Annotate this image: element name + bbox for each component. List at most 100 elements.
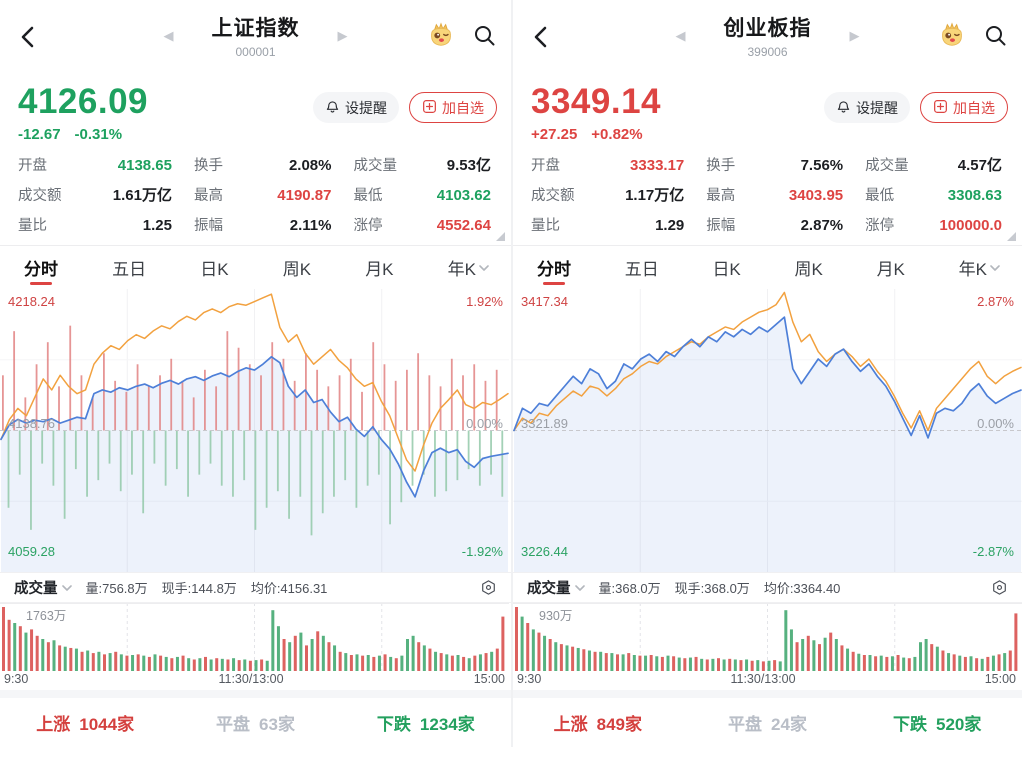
divider: [513, 245, 1022, 246]
stat-open: 开盘 3333.17: [531, 157, 685, 174]
stat-amplitude: 振幅 2.11%: [194, 217, 332, 234]
chart-bottom-pct-label: -2.87%: [972, 544, 1014, 559]
market-breadth-bar: 上涨 1044家 平盘 63家 下跌 1234家: [0, 698, 511, 747]
add-watchlist-button[interactable]: 加自选: [409, 92, 497, 123]
decliners-count: 下跌 1234家: [376, 715, 475, 734]
axis-close-label: 15:00: [473, 672, 505, 686]
tab-minute[interactable]: 分时: [24, 246, 58, 289]
chevron-down-icon: [479, 264, 489, 271]
advancers-count: 上涨 1044家: [36, 715, 135, 734]
tab-minute[interactable]: 分时: [537, 246, 571, 289]
tab-weekly-k[interactable]: 周K: [282, 260, 312, 279]
decliners-count: 下跌 520家: [892, 715, 982, 734]
volume-info-bar: 成交量 量:368.0万 现手:368.0万 均价:3364.40: [513, 572, 1022, 603]
search-icon[interactable]: [472, 23, 497, 48]
set-alert-button[interactable]: 设提醒: [824, 92, 910, 123]
expand-stats-icon[interactable]: [496, 232, 505, 241]
chevron-down-icon: [61, 584, 72, 591]
set-alert-button[interactable]: 设提醒: [313, 92, 399, 123]
add-watchlist-button[interactable]: 加自选: [920, 92, 1008, 123]
settings-icon[interactable]: [480, 579, 497, 596]
intraday-chart[interactable]: 4218.24 1.92% 4138.76 0.00% 4059.28 -1.9…: [0, 289, 511, 572]
tab-yearly-k[interactable]: 年K: [448, 246, 489, 289]
stat-turnover-rate: 换手 7.56%: [706, 157, 844, 174]
stat-high: 最高 4190.87: [194, 187, 332, 204]
stat-open: 开盘 4138.65: [18, 157, 172, 174]
index-title: 创业板指: [723, 17, 812, 40]
intraday-chart[interactable]: 3417.34 2.87% 3321.89 0.00% 3226.44 -2.8…: [513, 289, 1022, 572]
tab-five-day[interactable]: 五日: [112, 260, 147, 279]
add-watchlist-label: 加自选: [442, 99, 484, 116]
market-breadth-bar: 上涨 849家 平盘 24家 下跌 520家: [513, 698, 1022, 747]
settings-icon[interactable]: [991, 579, 1008, 596]
back-icon[interactable]: [529, 24, 555, 50]
axis-open-label: 9:30: [4, 672, 29, 686]
stats-grid: 开盘 4138.65 换手 2.08% 成交量 9.53亿 成交额 1.61万亿 最高 4…: [0, 150, 511, 245]
volume-label: 量:756.8万: [85, 581, 148, 596]
stats-grid: 开盘 3333.17 换手 7.56% 成交量 4.57亿 成交额 1.17万亿 最高 3…: [513, 150, 1022, 245]
tab-weekly-k[interactable]: 周K: [794, 260, 823, 279]
section-divider: [513, 690, 1022, 698]
unchanged-count: 平盘 24家: [728, 715, 807, 734]
volume-info-bar: 成交量 量:756.8万 现手:144.8万 均价:4156.31: [0, 572, 511, 603]
bell-icon: [325, 99, 340, 117]
volume-indicator-selector[interactable]: 成交量: [527, 577, 585, 598]
current-price: 3349.14: [531, 82, 662, 121]
chart-mid-pct-label: 0.00%: [977, 415, 1014, 431]
tab-monthly-k[interactable]: 月K: [365, 260, 394, 279]
price-block: 4126.09 -12.67 -0.31%: [18, 82, 148, 143]
price-row: 3349.14 +27.25 +0.82% 设提醒 加自选: [513, 74, 1022, 150]
period-tabs: 分时 五日 日K 周K 月K 年K: [0, 246, 511, 289]
volume-chart[interactable]: 1763万: [0, 603, 511, 671]
chart-top-pct-label: 2.87%: [977, 294, 1014, 309]
advancers-count: 上涨 849家: [553, 715, 643, 734]
price-change-pct: -0.31%: [74, 126, 123, 143]
volume-max-label: 1763万: [26, 609, 67, 623]
add-watchlist-label: 加自选: [953, 99, 995, 116]
stat-volume: 成交量 9.53亿: [353, 157, 492, 174]
chart-mid-price-label: 3321.89: [521, 415, 568, 431]
price-change: -12.67: [18, 126, 61, 143]
next-index-button[interactable]: ▶: [849, 27, 860, 43]
expand-stats-icon[interactable]: [1007, 232, 1016, 241]
chart-bottom-pct-label: -1.92%: [461, 544, 503, 559]
action-buttons: 设提醒 加自选: [313, 92, 497, 123]
period-tabs: 分时 五日 日K 周K 月K 年K: [513, 246, 1022, 289]
stat-volume: 成交量 4.57亿: [865, 157, 1002, 174]
volume-max-label: 930万: [539, 609, 573, 623]
tab-daily-k[interactable]: 日K: [712, 260, 741, 279]
index-panel: ◀ 创业板指 399006 ▶: [511, 0, 1022, 747]
tab-five-day[interactable]: 五日: [624, 260, 659, 279]
axis-midday-label: 11:30/13:00: [218, 672, 284, 686]
current-hands-label: 现手:144.8万: [161, 581, 237, 596]
time-axis: 9:30 11:30/13:00 15:00: [0, 671, 511, 690]
set-alert-label: 设提醒: [345, 99, 387, 116]
avg-price-label: 均价:4156.31: [250, 581, 328, 596]
tab-yearly-k[interactable]: 年K: [959, 246, 1000, 289]
mascot-icon[interactable]: [937, 20, 967, 50]
stat-high: 最高 3403.95: [706, 187, 844, 204]
prev-index-button[interactable]: ◀: [163, 27, 174, 43]
mascot-icon[interactable]: [426, 20, 456, 50]
tab-daily-k[interactable]: 日K: [200, 260, 229, 279]
index-title: 上证指数: [211, 17, 300, 40]
nav-bar: ◀ 创业板指 399006 ▶: [513, 0, 1022, 74]
stat-volume-ratio: 量比 1.25: [18, 217, 172, 234]
back-icon[interactable]: [16, 24, 42, 50]
search-icon[interactable]: [983, 23, 1008, 48]
next-index-button[interactable]: ▶: [337, 27, 348, 43]
price-block: 3349.14 +27.25 +0.82%: [531, 82, 661, 143]
prev-index-button[interactable]: ◀: [675, 27, 686, 43]
chart-mid-price-label: 4138.76: [8, 415, 55, 431]
nav-bar: ◀ 上证指数 000001 ▶: [0, 0, 511, 74]
stat-limit-up: 涨停 4552.64: [353, 217, 492, 234]
chart-top-price-label: 4218.24: [8, 294, 55, 309]
plus-square-icon: [933, 99, 948, 117]
current-hands-label: 现手:368.0万: [674, 581, 750, 596]
volume-chart[interactable]: 930万: [513, 603, 1022, 671]
volume-indicator-selector[interactable]: 成交量: [14, 577, 72, 598]
index-code: 000001: [235, 45, 276, 59]
tab-monthly-k[interactable]: 月K: [876, 260, 905, 279]
stat-low: 最低 4103.62: [353, 187, 492, 204]
stat-low: 最低 3308.63: [865, 187, 1002, 204]
